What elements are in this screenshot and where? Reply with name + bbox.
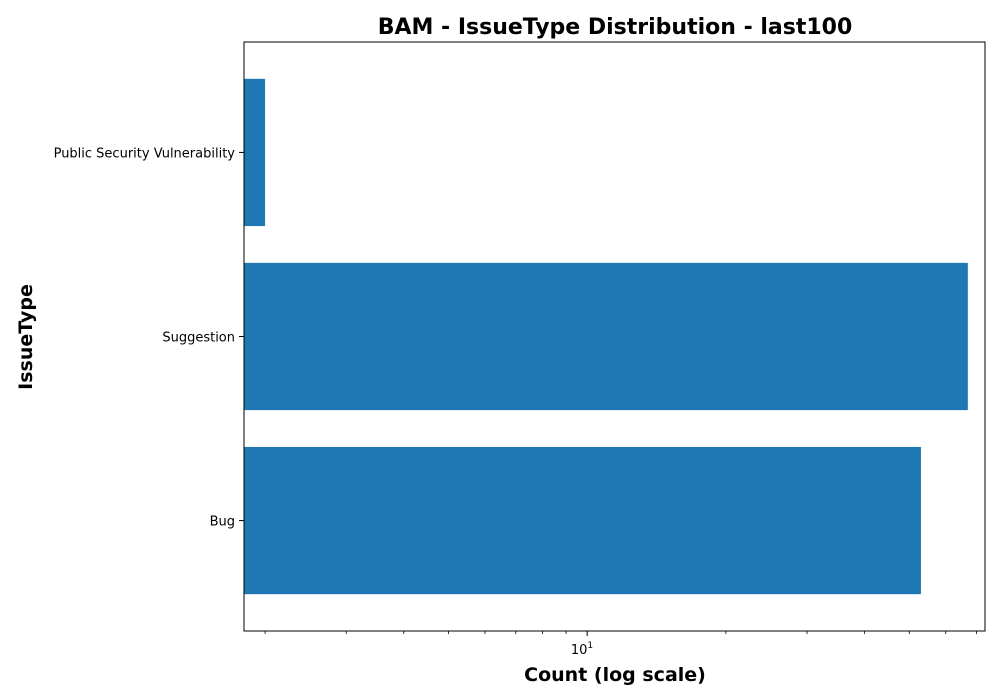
x-tick-group <box>264 631 978 636</box>
y-tick-group: Bug Suggestion Public Security Vulnerabili… <box>54 146 244 530</box>
y-tick-label: Suggestion <box>162 331 235 346</box>
bar-bug <box>244 446 921 595</box>
chart-title: BAM - IssueType Distribution - last100 <box>378 15 853 40</box>
bar-suggestion <box>244 262 968 411</box>
y-axis-label: IssueType <box>15 284 37 390</box>
x-tick-exponent: 1 <box>587 641 593 651</box>
x-tick-base: 10 <box>571 643 588 658</box>
plot-area <box>244 78 968 595</box>
x-axis-label: Count (log scale) <box>524 664 706 686</box>
y-tick-label: Public Security Vulnerability <box>54 146 236 161</box>
y-tick-label: Bug <box>210 515 235 530</box>
x-tick-label: 101 <box>571 641 593 658</box>
bar-public-security-vulnerability <box>244 78 266 227</box>
